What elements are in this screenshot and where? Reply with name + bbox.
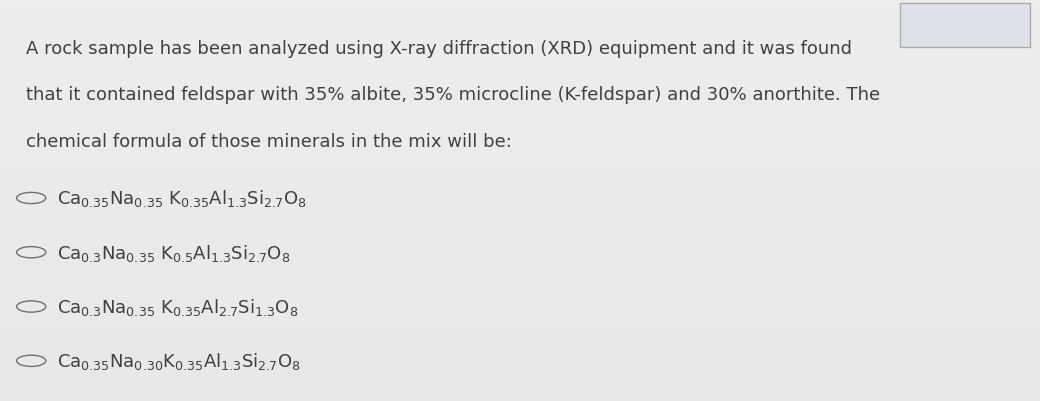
Text: that it contained feldspar with 35% albite, 35% microcline (K-feldspar) and 30% : that it contained feldspar with 35% albi…: [26, 86, 880, 104]
Text: Ca$_{0.35}$Na$_{0.30}$K$_{0.35}$Al$_{1.3}$Si$_{2.7}$O$_8$: Ca$_{0.35}$Na$_{0.30}$K$_{0.35}$Al$_{1.3…: [57, 350, 301, 371]
Text: Ca$_{0.3}$Na$_{0.35}$ K$_{0.5}$Al$_{1.3}$Si$_{2.7}$O$_8$: Ca$_{0.3}$Na$_{0.35}$ K$_{0.5}$Al$_{1.3}…: [57, 242, 291, 263]
Text: Ca$_{0.35}$Na$_{0.35}$ K$_{0.35}$Al$_{1.3}$Si$_{2.7}$O$_8$: Ca$_{0.35}$Na$_{0.35}$ K$_{0.35}$Al$_{1.…: [57, 188, 307, 209]
FancyBboxPatch shape: [900, 4, 1030, 48]
Text: chemical formula of those minerals in the mix will be:: chemical formula of those minerals in th…: [26, 132, 512, 150]
Text: A rock sample has been analyzed using X-ray diffraction (XRD) equipment and it w: A rock sample has been analyzed using X-…: [26, 40, 852, 58]
Text: Ca$_{0.3}$Na$_{0.35}$ K$_{0.35}$Al$_{2.7}$Si$_{1.3}$O$_8$: Ca$_{0.3}$Na$_{0.35}$ K$_{0.35}$Al$_{2.7…: [57, 296, 298, 317]
